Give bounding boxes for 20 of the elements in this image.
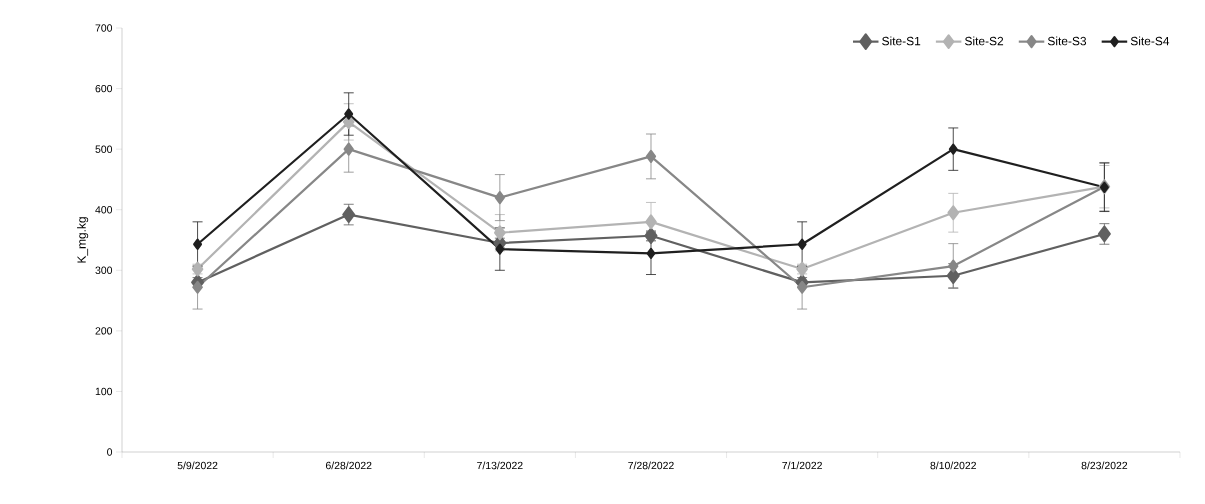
x-tick-label: 7/1/2022 (782, 461, 822, 470)
x-tick-label: 5/9/2022 (177, 461, 218, 470)
x-tick-label: 8/10/2022 (930, 461, 976, 470)
x-tick-label: 8/23/2022 (1081, 461, 1128, 470)
x-tick-label: 7/28/2022 (628, 461, 674, 470)
y-tick-label: 0 (107, 448, 113, 456)
y-tick-label: 700 (95, 24, 113, 32)
y-tick-label: 100 (95, 387, 113, 396)
y-tick-label: 200 (95, 327, 113, 335)
y-tick-label: 600 (95, 84, 113, 93)
legend-label: Site-S4 (1130, 36, 1170, 46)
legend-label: Site-S2 (965, 36, 1004, 46)
y-axis-title: K_mg.kg (77, 217, 89, 263)
x-tick-label: 6/28/2022 (325, 461, 372, 470)
legend-label: Site-S3 (1047, 36, 1087, 46)
y-tick-label: 400 (95, 206, 113, 214)
x-tick-label: 7/13/2022 (477, 461, 523, 470)
y-tick-label: 300 (95, 266, 113, 274)
legend-label: Site-S1 (882, 36, 921, 46)
y-tick-label: 500 (95, 145, 113, 153)
